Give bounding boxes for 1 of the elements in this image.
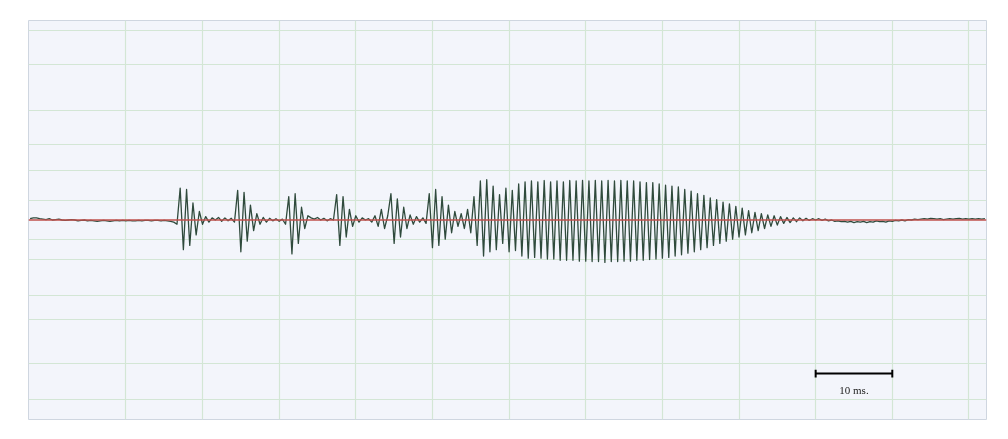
text: 10 ms. — [839, 383, 869, 396]
